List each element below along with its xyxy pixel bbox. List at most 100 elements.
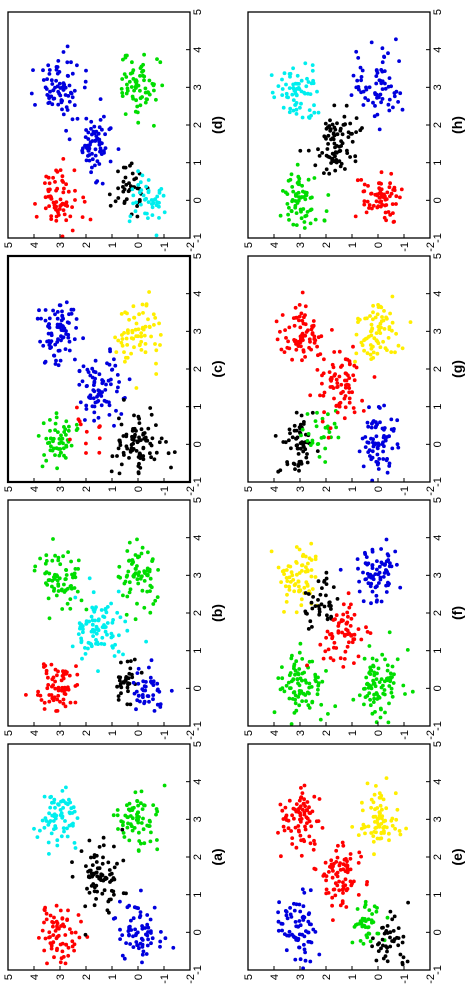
data-point [374,81,379,86]
data-point [145,572,150,577]
data-point [313,554,318,559]
data-point [281,817,286,821]
data-point [346,614,350,619]
data-point [390,823,395,828]
data-point [109,635,114,640]
data-point [395,418,400,423]
data-point [301,801,306,806]
data-point [76,417,81,422]
data-point [137,435,141,440]
data-point [385,663,390,668]
data-point [396,100,400,104]
data-point [285,579,290,583]
data-point [154,450,159,455]
x-tick-label: 2 [432,854,444,860]
data-point [287,205,291,210]
data-point [313,575,318,579]
data-point [395,562,399,567]
data-point [343,883,348,888]
data-point [323,860,328,865]
data-point [145,943,150,948]
data-point [302,220,307,224]
data-point [283,909,288,913]
data-point [154,97,158,102]
data-point [59,811,64,815]
data-point [52,96,57,101]
data-point [146,426,151,431]
data-point [282,572,286,576]
data-point [148,576,153,581]
data-point [124,574,129,579]
data-point [306,91,310,96]
data-point [382,54,386,59]
data-point [322,580,326,584]
data-point [169,688,174,693]
data-point [60,949,65,954]
data-point [377,695,382,700]
data-point [145,694,150,698]
data-point [87,619,91,624]
data-point [58,322,63,327]
data-point [150,436,155,441]
data-point [73,700,78,705]
data-point [365,935,370,940]
data-point [109,897,113,902]
x-tick-label: 5 [192,741,204,747]
data-point [48,805,53,810]
data-point [384,806,389,811]
data-point [140,942,145,947]
data-point [323,460,328,464]
data-point [324,635,328,640]
data-point [115,454,119,458]
data-point [377,200,382,204]
data-point [299,853,304,858]
data-point [106,378,111,383]
data-point [139,427,144,432]
data-point [297,314,302,319]
data-point [286,680,291,685]
data-point [148,839,153,844]
y-tick-label: -1 [399,730,411,740]
data-point [303,824,307,829]
y-tick-label: 0 [133,486,145,492]
data-point [89,126,93,131]
data-point [308,888,313,893]
data-point [281,189,285,193]
data-point [105,605,110,609]
data-point [107,400,111,405]
data-point [352,378,357,383]
data-point [95,394,99,399]
data-point [309,81,314,86]
data-point [384,944,388,949]
data-point [295,73,300,78]
data-point [386,336,391,340]
data-point [297,667,302,671]
data-point [138,180,143,185]
data-point [137,815,141,819]
data-point [276,84,281,88]
data-point [289,722,294,726]
data-point [79,849,84,853]
data-point [282,350,287,354]
data-point [55,843,60,848]
data-point [113,916,118,920]
data-point [52,800,56,805]
data-point [280,93,285,97]
data-point [57,437,62,441]
data-point [39,698,44,702]
data-point [70,117,75,122]
data-point [298,325,303,330]
axes-frame [247,255,431,483]
data-point [91,388,96,392]
data-point [322,410,326,415]
data-point [337,863,342,868]
data-point [294,809,299,814]
data-point [73,930,78,935]
data-point [324,576,329,581]
data-point [380,60,385,65]
data-point [364,675,369,680]
y-tick-label: 1 [347,974,359,980]
data-point [280,676,285,681]
data-point [101,614,105,619]
data-point [336,843,340,848]
